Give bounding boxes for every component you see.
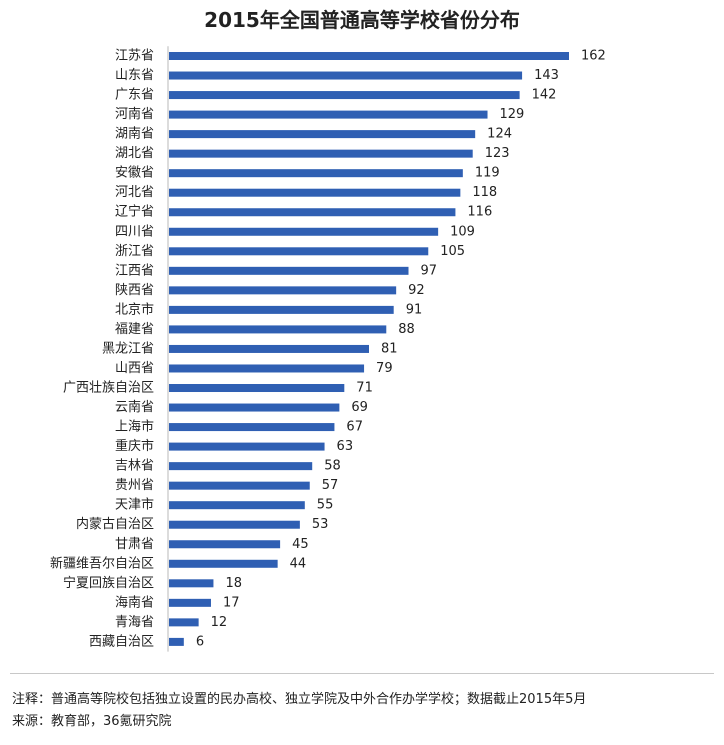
value-label: 142 bbox=[532, 88, 557, 103]
category-label: 湖南省 bbox=[115, 126, 154, 142]
bar bbox=[169, 384, 345, 393]
category-label: 福建省 bbox=[115, 322, 154, 337]
category-label: 重庆市 bbox=[115, 438, 154, 454]
category-label: 上海市 bbox=[115, 419, 154, 435]
bar bbox=[169, 130, 476, 139]
bar bbox=[169, 423, 335, 432]
category-label: 陕西省 bbox=[115, 283, 154, 298]
value-label: 118 bbox=[472, 185, 497, 200]
category-label: 山东省 bbox=[115, 68, 154, 83]
value-label: 55 bbox=[317, 498, 334, 513]
category-label: 黑龙江省 bbox=[102, 341, 154, 356]
value-label: 44 bbox=[290, 556, 307, 571]
footnote: 注释：普通高等院校包括独立设置的民办高校、独立学院及中外合作办学学校；数据截止2… bbox=[12, 692, 587, 707]
bar bbox=[169, 71, 523, 80]
value-label: 129 bbox=[500, 107, 525, 122]
bar bbox=[169, 91, 520, 100]
value-label: 119 bbox=[475, 166, 500, 181]
value-label: 67 bbox=[346, 420, 363, 435]
value-label: 69 bbox=[351, 400, 368, 415]
value-label: 91 bbox=[406, 302, 423, 317]
category-label: 广西壮族自治区 bbox=[63, 380, 154, 396]
bar bbox=[169, 637, 184, 646]
bar bbox=[169, 286, 397, 295]
category-label: 北京市 bbox=[115, 301, 154, 317]
value-label: 143 bbox=[534, 68, 559, 83]
category-label: 西藏自治区 bbox=[89, 634, 154, 649]
value-label: 17 bbox=[223, 595, 240, 610]
value-label: 12 bbox=[211, 615, 228, 630]
category-label: 海南省 bbox=[115, 594, 154, 610]
category-label: 河北省 bbox=[115, 185, 154, 200]
value-label: 97 bbox=[421, 263, 438, 278]
bar bbox=[169, 325, 387, 334]
category-label: 辽宁省 bbox=[115, 204, 154, 220]
value-label: 79 bbox=[376, 361, 393, 376]
value-label: 57 bbox=[322, 478, 339, 493]
value-label: 58 bbox=[324, 459, 341, 474]
footer-divider bbox=[10, 673, 714, 674]
value-label: 53 bbox=[312, 517, 329, 532]
value-label: 6 bbox=[196, 634, 204, 649]
bar bbox=[169, 442, 325, 451]
bar bbox=[169, 403, 340, 412]
bar bbox=[169, 344, 369, 353]
bar bbox=[169, 481, 310, 490]
bar bbox=[169, 462, 313, 471]
bar bbox=[169, 520, 300, 529]
value-label: 18 bbox=[225, 576, 242, 591]
bar bbox=[169, 227, 439, 236]
category-label: 广东省 bbox=[115, 88, 154, 103]
bar bbox=[169, 52, 569, 60]
category-label: 四川省 bbox=[115, 224, 154, 239]
category-label: 宁夏回族自治区 bbox=[63, 575, 154, 591]
bar-chart: 江苏省 162 山东省 143 广东省 142 河南省 129 湖南省 124 湖北省 123 安徽省 1… bbox=[50, 46, 606, 652]
value-label: 81 bbox=[381, 341, 398, 356]
bar bbox=[169, 266, 409, 275]
category-label: 新疆维吾尔自治区 bbox=[50, 555, 154, 571]
bar bbox=[169, 208, 456, 217]
value-label: 92 bbox=[408, 283, 425, 298]
bar bbox=[169, 169, 463, 178]
bar bbox=[169, 364, 365, 373]
bar bbox=[169, 247, 429, 256]
value-label: 88 bbox=[398, 322, 415, 337]
category-label: 江苏省 bbox=[115, 48, 154, 64]
category-label: 贵州省 bbox=[115, 478, 154, 493]
value-label: 45 bbox=[292, 537, 309, 552]
category-label: 河南省 bbox=[115, 106, 154, 122]
value-label: 162 bbox=[581, 49, 606, 64]
category-label: 浙江省 bbox=[115, 244, 154, 259]
bar bbox=[169, 305, 394, 314]
category-label: 江西省 bbox=[115, 263, 154, 278]
value-label: 116 bbox=[467, 205, 492, 220]
source-note: 来源：教育部，36氪研究院 bbox=[12, 714, 172, 729]
bar bbox=[169, 110, 488, 119]
value-label: 63 bbox=[337, 439, 354, 454]
value-label: 124 bbox=[487, 127, 512, 142]
chart-title: 2015年全国普通高等学校省份分布 bbox=[204, 8, 520, 32]
bar bbox=[169, 579, 214, 588]
bar bbox=[169, 540, 281, 549]
category-label: 山西省 bbox=[115, 361, 154, 376]
bar bbox=[169, 501, 305, 510]
bar bbox=[169, 188, 461, 197]
category-label: 吉林省 bbox=[115, 459, 154, 474]
bar bbox=[169, 149, 473, 158]
category-label: 青海省 bbox=[115, 615, 154, 630]
bar bbox=[169, 618, 199, 627]
category-label: 云南省 bbox=[115, 399, 154, 415]
category-label: 湖北省 bbox=[115, 146, 154, 161]
value-label: 105 bbox=[440, 244, 465, 259]
value-label: 109 bbox=[450, 224, 475, 239]
value-label: 123 bbox=[485, 146, 510, 161]
category-label: 安徽省 bbox=[115, 166, 154, 181]
category-label: 天津市 bbox=[115, 497, 154, 513]
value-label: 71 bbox=[356, 381, 373, 396]
category-label: 内蒙古自治区 bbox=[76, 516, 154, 532]
category-label: 甘肃省 bbox=[115, 537, 154, 552]
bar bbox=[169, 559, 278, 568]
bar bbox=[169, 598, 211, 607]
